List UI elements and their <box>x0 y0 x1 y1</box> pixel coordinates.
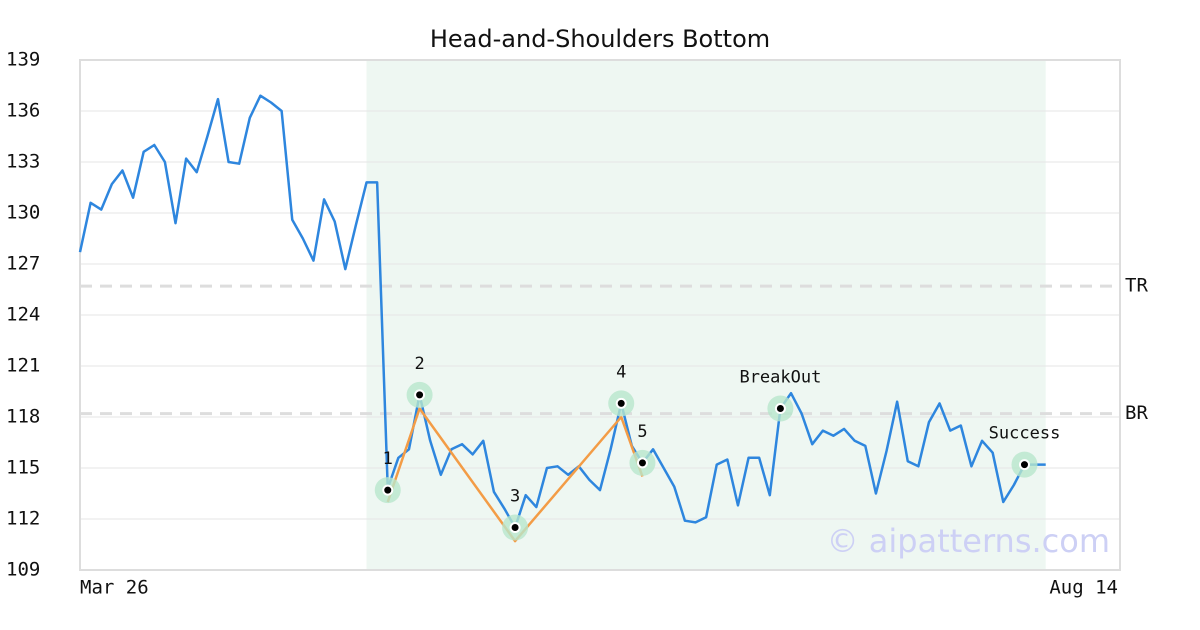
y-tick-label: 121 <box>6 355 40 377</box>
pattern-point <box>509 522 521 533</box>
y-tick-label: 133 <box>6 151 40 173</box>
pattern-label: 1 <box>383 449 393 469</box>
chart-title: Head-and-Shoulders Bottom <box>430 25 770 53</box>
level-label: BR <box>1125 402 1148 424</box>
y-tick-label: 115 <box>6 457 40 479</box>
pattern-point <box>1018 459 1030 471</box>
x-tick-label: Mar 26 <box>80 577 149 599</box>
y-tick-label: 118 <box>6 406 40 428</box>
price-line <box>78 94 1046 529</box>
pattern-point <box>636 457 648 469</box>
pattern-label: 5 <box>637 422 647 442</box>
pattern-label: 2 <box>414 354 424 374</box>
pattern-point <box>414 389 426 401</box>
y-tick-label: 139 <box>6 49 40 71</box>
pattern-point <box>382 484 394 496</box>
y-tick-label: 124 <box>6 304 40 326</box>
pattern-point <box>615 397 627 409</box>
y-tick-label: 127 <box>6 253 40 275</box>
pattern-label: BreakOut <box>739 368 821 388</box>
level-label: TR <box>1125 275 1148 297</box>
y-tick-label: 136 <box>6 100 40 122</box>
watermark: © aipatterns.com <box>827 522 1110 560</box>
plot-border <box>79 59 1121 571</box>
pattern-label: 4 <box>616 362 626 382</box>
y-tick-label: 130 <box>6 202 40 224</box>
y-tick-label: 109 <box>6 559 40 581</box>
pattern-label: 3 <box>510 487 520 507</box>
y-tick-label: 112 <box>6 508 40 530</box>
x-tick-label: Aug 14 <box>1049 577 1118 599</box>
pattern-label: Success <box>989 424 1061 444</box>
pattern-line <box>386 407 644 543</box>
pattern-point <box>774 403 786 414</box>
